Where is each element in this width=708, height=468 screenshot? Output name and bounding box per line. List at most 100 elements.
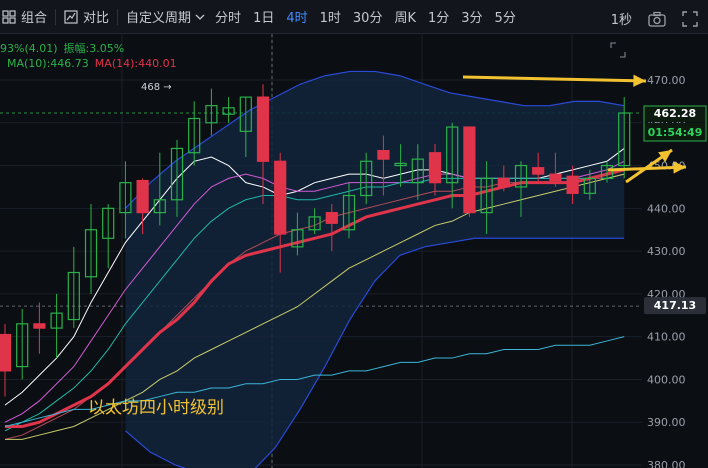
- candle: [618, 97, 631, 179]
- candle-body: [360, 160, 373, 197]
- candle: [170, 139, 184, 217]
- interval-tab[interactable]: 30分: [352, 11, 383, 26]
- custom-period-dropdown[interactable]: 自定义周期: [126, 7, 205, 26]
- y-tick-label: 430.00: [647, 245, 686, 258]
- candle-body: [308, 216, 321, 231]
- candle: [50, 293, 63, 359]
- expand-icon[interactable]: [609, 41, 627, 59]
- candle: [360, 152, 373, 205]
- y-tick-label: 400.00: [647, 373, 686, 386]
- candle-body: [33, 323, 46, 329]
- ma-line: [4, 336, 625, 427]
- candle-body: [394, 162, 407, 167]
- candle: [394, 144, 407, 187]
- countdown-tag-text: 01:54:49: [648, 126, 703, 139]
- candle-body: [84, 229, 98, 278]
- candle: [566, 165, 579, 205]
- candle: [497, 165, 510, 192]
- candle-body: [446, 126, 459, 184]
- countdown-tag: 01:54:49: [644, 123, 706, 141]
- high-price-text: 468: [141, 82, 161, 93]
- interval-tab[interactable]: 分时: [215, 11, 242, 26]
- candle-body: [119, 182, 132, 214]
- candle-body: [377, 149, 390, 160]
- band-fill: [125, 71, 625, 468]
- toolbar: 组合 对比 自定义周期 分时 1日 4时 1时 30分 周K 1分 3分 5分 1秒: [0, 0, 708, 34]
- candle: [119, 161, 132, 239]
- divider: [117, 8, 119, 25]
- candlestick-chart[interactable]: 470.00460.00450.00440.00430.00420.00410.…: [0, 34, 708, 468]
- crosshair-price-tag-bg: [644, 297, 706, 315]
- candle-body: [480, 177, 493, 214]
- candle: [377, 135, 390, 196]
- candle: [205, 88, 218, 136]
- candle-body: [274, 160, 287, 235]
- custom-period-label: 自定义周期: [126, 11, 192, 26]
- refresh-rate-button[interactable]: 1秒: [610, 13, 632, 28]
- divider: [55, 8, 57, 25]
- bollinger-band: [124, 70, 625, 468]
- current-price-tag: 462.28: [644, 106, 706, 122]
- candle-body: [549, 173, 562, 182]
- y-tick-label: 440.00: [647, 202, 686, 215]
- resistance-arrow-head: [633, 74, 646, 87]
- candle-body: [67, 271, 80, 321]
- candle-body: [256, 96, 270, 162]
- candle-body: [532, 167, 545, 175]
- grid-icon: [2, 9, 16, 24]
- y-tick-label: 390.00: [647, 416, 686, 429]
- amplitude-value: 振幅:3.05%: [63, 42, 125, 55]
- candle: [411, 144, 424, 200]
- candle-body: [16, 323, 29, 368]
- candle: [136, 178, 149, 234]
- y-tick-label: 410.00: [647, 331, 686, 344]
- ma-legend: MA(10):446.73 MA(14):440.01: [7, 57, 183, 70]
- fullscreen-icon[interactable]: [682, 10, 698, 27]
- candle: [600, 161, 614, 183]
- interval-tabs: 分时 1日 4时 1时 30分 周K 1分 3分 5分: [209, 7, 522, 26]
- compare-button[interactable]: 对比: [64, 7, 109, 26]
- candle-body: [514, 164, 528, 188]
- countdown-tag-bg: [644, 123, 706, 141]
- candle: [256, 84, 270, 205]
- price-arrow-head: [673, 161, 686, 174]
- candle: [549, 152, 562, 187]
- interval-tab[interactable]: 周K: [394, 11, 416, 26]
- candle: [84, 204, 98, 294]
- interval-tab[interactable]: 1分: [427, 11, 450, 26]
- crosshair-price-tag-text: 417.13: [654, 299, 696, 312]
- ma10-value: MA(10):446.73: [7, 57, 89, 70]
- candle: [16, 308, 29, 380]
- candle: [291, 212, 304, 256]
- current-price-tag-text: 462.28: [654, 107, 696, 120]
- interval-tab[interactable]: 3分: [461, 11, 483, 26]
- current-price-tag-bg: [644, 106, 706, 122]
- candle: [446, 122, 459, 209]
- resistance-arrow-shaft: [462, 75, 647, 83]
- candle: [463, 126, 476, 217]
- candle: [514, 161, 528, 217]
- candle-body: [583, 177, 596, 194]
- interval-tab[interactable]: 1时: [319, 11, 341, 26]
- interval-tab[interactable]: 4时: [286, 11, 308, 26]
- candle-body: [411, 158, 424, 184]
- trend-arrow: [625, 148, 673, 184]
- candle-body: [136, 179, 149, 214]
- candle-body: [239, 96, 252, 132]
- candle: [325, 204, 338, 252]
- interval-tab[interactable]: 1日: [253, 11, 275, 26]
- candle-body: [0, 333, 12, 372]
- candle-body: [566, 175, 579, 194]
- candle: [480, 161, 493, 234]
- candle-body: [600, 164, 614, 179]
- interval-tab[interactable]: 5分: [494, 11, 516, 26]
- group-button[interactable]: 组合: [2, 7, 47, 26]
- candle-body: [188, 117, 201, 154]
- candle: [33, 302, 46, 354]
- camera-icon[interactable]: [648, 11, 666, 27]
- candle: [239, 96, 252, 157]
- toolbar-right: 1秒: [611, 9, 698, 28]
- change-value: 93%(4.01): [0, 42, 58, 55]
- y-tick-label: 380.00: [647, 459, 686, 468]
- candle: [532, 152, 545, 183]
